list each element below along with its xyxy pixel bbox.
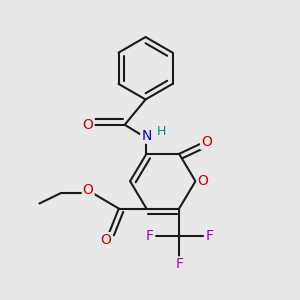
Text: F: F <box>175 257 183 272</box>
Text: O: O <box>83 118 94 132</box>
Text: F: F <box>206 229 213 243</box>
Text: H: H <box>157 125 167 138</box>
Text: O: O <box>201 135 212 149</box>
Text: F: F <box>146 229 154 243</box>
Text: O: O <box>197 174 208 188</box>
Text: O: O <box>100 233 111 247</box>
Text: N: N <box>141 129 152 143</box>
Text: O: O <box>83 182 94 197</box>
